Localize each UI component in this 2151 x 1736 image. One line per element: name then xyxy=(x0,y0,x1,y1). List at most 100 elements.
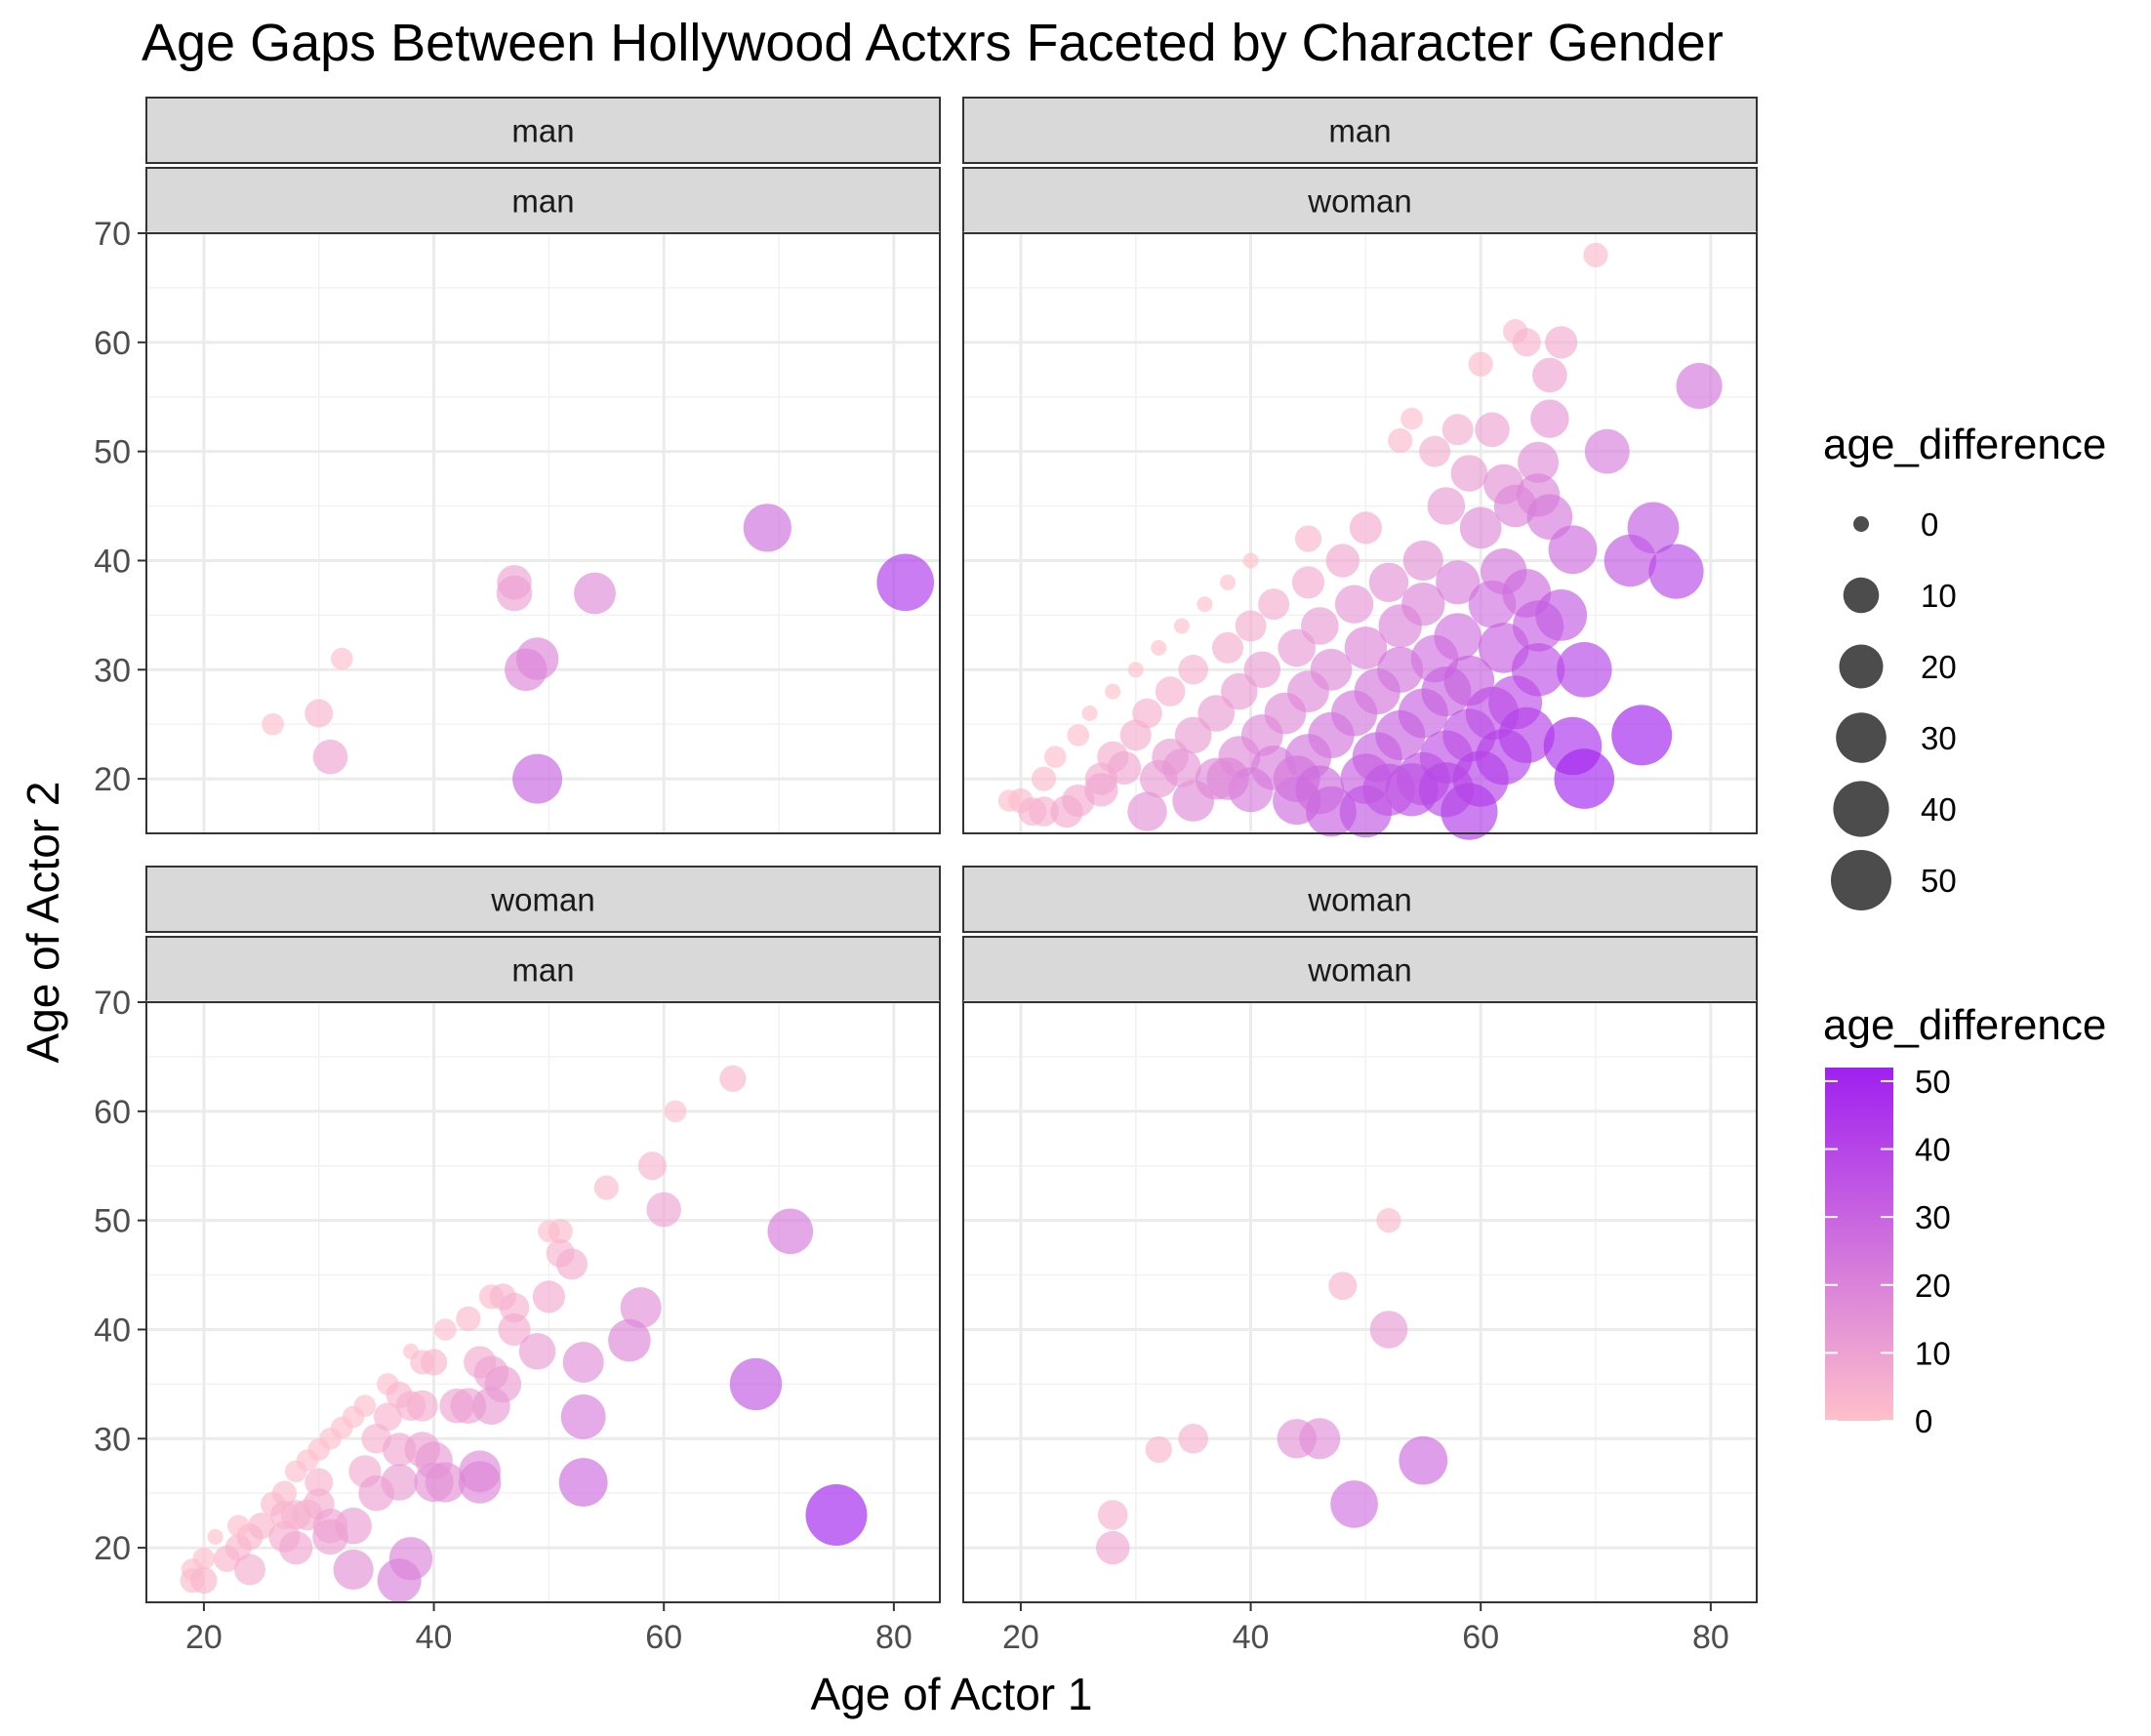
size-legend-key xyxy=(1831,850,1891,910)
data-point xyxy=(190,1567,218,1595)
data-point xyxy=(1402,540,1443,582)
data-points xyxy=(180,1065,868,1603)
data-point xyxy=(743,504,791,552)
data-point xyxy=(805,1484,868,1546)
data-point xyxy=(304,1468,334,1497)
data-point xyxy=(1221,672,1258,710)
data-point xyxy=(1328,1272,1358,1301)
y-tick-label: 40 xyxy=(94,1312,131,1349)
data-point xyxy=(1127,662,1144,678)
data-points xyxy=(1096,1208,1448,1565)
data-point xyxy=(1067,724,1090,747)
data-point xyxy=(1299,1418,1341,1460)
size-legend-key xyxy=(1836,712,1887,763)
data-point xyxy=(1475,412,1510,448)
data-point xyxy=(515,637,559,680)
size-legend-label: 30 xyxy=(1921,720,1957,756)
colorbar xyxy=(1825,1068,1893,1421)
y-axis-title: Age of Actor 2 xyxy=(18,782,68,1064)
data-point xyxy=(1097,1500,1128,1530)
data-point xyxy=(358,1474,395,1512)
facet-strip-top xyxy=(962,866,1758,933)
data-point xyxy=(1178,655,1208,685)
data-point xyxy=(1119,719,1152,751)
data-point xyxy=(1344,626,1388,669)
data-point xyxy=(1195,757,1238,800)
size-legend: age_difference 0 10 20 30 40 50 xyxy=(1823,421,2106,910)
size-legend-label: 50 xyxy=(1921,863,1957,899)
data-point xyxy=(1418,762,1474,818)
data-point xyxy=(1526,494,1573,540)
data-point xyxy=(1368,562,1409,602)
data-point xyxy=(1258,588,1290,621)
data-point xyxy=(1029,796,1059,827)
facet-strip-top xyxy=(145,97,941,164)
data-point xyxy=(1197,596,1213,613)
data-point xyxy=(262,712,284,736)
data-point xyxy=(1512,328,1541,357)
data-point xyxy=(1388,427,1413,454)
x-tick-label: 80 xyxy=(875,1619,913,1656)
data-point xyxy=(227,1514,250,1537)
data-point xyxy=(1242,552,1259,569)
facet-strip-bottom-label: man xyxy=(511,183,574,220)
data-point xyxy=(1050,795,1083,828)
data-point xyxy=(1325,544,1360,578)
data-point xyxy=(1220,574,1236,590)
y-tick-label: 50 xyxy=(94,1203,131,1240)
data-point xyxy=(312,1508,348,1544)
data-point xyxy=(269,1501,299,1529)
data-point xyxy=(1151,639,1167,656)
data-point xyxy=(1084,773,1118,807)
facet-strip-top-label: man xyxy=(511,113,574,149)
size-legend-key xyxy=(1839,644,1884,689)
y-tick-label: 30 xyxy=(94,1421,131,1458)
data-point xyxy=(1251,746,1296,790)
data-point xyxy=(558,1458,608,1507)
facet-strip-bottom-label: woman xyxy=(1307,183,1411,220)
data-point xyxy=(1105,683,1121,700)
data-point xyxy=(1162,748,1201,787)
facet-strip-top-label: man xyxy=(1328,113,1391,149)
data-point xyxy=(498,1312,531,1347)
size-legend-label: 10 xyxy=(1921,578,1957,614)
data-point xyxy=(1278,628,1316,667)
data-point xyxy=(434,1318,457,1341)
x-axis-title: Age of Actor 1 xyxy=(811,1669,1093,1719)
data-point xyxy=(388,1537,433,1581)
data-point xyxy=(620,1287,662,1329)
size-legend-title: age_difference xyxy=(1823,421,2106,468)
data-point xyxy=(767,1208,814,1255)
data-point xyxy=(456,1306,481,1331)
facet-strip-bottom xyxy=(962,167,1758,234)
data-point xyxy=(1554,748,1615,809)
size-legend-keys: 0 10 20 30 40 50 xyxy=(1831,506,1957,910)
data-point xyxy=(1295,765,1345,815)
data-point xyxy=(593,1175,619,1200)
data-point xyxy=(284,1460,307,1483)
data-point xyxy=(1648,544,1704,599)
facet-panels: man man 20 30 40 50 60 70 man woman woman man 20 30 40… xyxy=(94,97,1758,1656)
data-point xyxy=(1468,580,1517,628)
data-point xyxy=(1493,484,1537,528)
panel-border xyxy=(962,1001,1758,1603)
data-point xyxy=(646,1191,681,1228)
panel-background xyxy=(146,233,940,833)
data-point xyxy=(1450,455,1488,492)
data-point xyxy=(1145,1435,1172,1464)
data-point xyxy=(496,575,533,612)
data-point xyxy=(1044,746,1067,768)
data-point xyxy=(1548,525,1598,575)
data-point xyxy=(304,699,334,728)
facet-strip-top xyxy=(962,97,1758,164)
size-legend-label: 40 xyxy=(1921,791,1957,828)
data-point xyxy=(331,647,353,670)
data-point xyxy=(532,1280,566,1313)
data-point xyxy=(1603,534,1657,587)
data-point xyxy=(1676,362,1723,410)
facet-strip-bottom xyxy=(962,936,1758,1003)
data-point xyxy=(560,1394,606,1439)
data-point xyxy=(1584,428,1630,474)
data-point xyxy=(1235,610,1267,642)
data-point xyxy=(1530,399,1569,438)
